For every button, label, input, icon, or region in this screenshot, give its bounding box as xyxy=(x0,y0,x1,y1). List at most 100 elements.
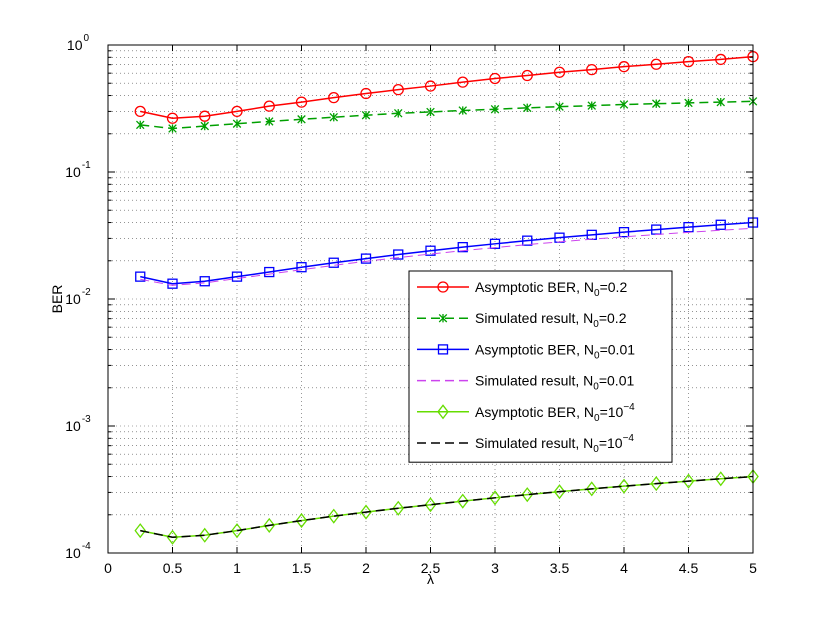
legend-entry: Asymptotic BER, N0=0.01 xyxy=(417,341,635,361)
legend: Asymptotic BER, N0=0.2 Simulated result, … xyxy=(408,270,673,463)
data-point xyxy=(327,508,340,524)
data-point xyxy=(457,242,468,253)
data-point xyxy=(198,527,211,543)
x-tick-label: 1 xyxy=(233,560,241,576)
data-point xyxy=(489,490,501,506)
data-point xyxy=(522,103,532,113)
data-point xyxy=(555,102,564,111)
legend-label: Asymptotic BER, N0=10−4 xyxy=(475,402,635,424)
data-point xyxy=(684,98,693,108)
series-line xyxy=(140,475,754,539)
x-tick-label: 3 xyxy=(491,560,499,576)
data-point xyxy=(490,104,500,114)
x-tick-label: 5 xyxy=(749,560,757,576)
x-tick-label: 4.5 xyxy=(679,560,699,576)
legend-label: Simulated result, N0=0.2 xyxy=(475,310,627,330)
data-point xyxy=(392,84,404,96)
data-point xyxy=(199,276,210,287)
x-tick-label: 3.5 xyxy=(550,560,570,576)
data-point xyxy=(619,100,629,109)
legend-entry: Asymptotic BER, N0=0.2 xyxy=(417,279,627,299)
data-point xyxy=(329,112,339,122)
legend-marker xyxy=(437,281,449,293)
data-point xyxy=(683,221,694,233)
x-tick-label: 2.5 xyxy=(421,560,441,576)
data-point xyxy=(424,497,437,513)
data-point xyxy=(618,478,630,494)
data-point xyxy=(166,529,179,545)
legend-marker xyxy=(437,344,449,355)
data-point xyxy=(296,262,307,273)
data-point xyxy=(585,481,598,497)
data-point xyxy=(134,105,146,118)
data-point xyxy=(714,471,727,487)
x-tick-label: 1.5 xyxy=(292,560,312,576)
data-point xyxy=(618,227,630,238)
x-tick-label: 4 xyxy=(620,560,628,576)
data-point xyxy=(425,245,436,256)
data-point xyxy=(393,109,403,118)
data-point xyxy=(263,517,276,533)
data-point xyxy=(232,119,242,128)
data-point xyxy=(521,69,533,82)
x-axis-label: λ xyxy=(427,571,434,587)
data-point xyxy=(458,106,468,115)
data-point xyxy=(426,107,435,117)
data-point xyxy=(586,63,598,76)
data-point xyxy=(553,484,566,500)
data-point xyxy=(360,504,372,520)
x-tick-label: 0.5 xyxy=(163,560,183,576)
data-point xyxy=(168,124,177,133)
legend-label: Simulated result, N0=10−4 xyxy=(475,433,634,455)
data-point xyxy=(231,523,243,539)
legend-marker xyxy=(438,313,448,323)
legend-entry: Simulated result, N0=0.2 xyxy=(417,310,627,330)
legend-label: Simulated result, N0=0.01 xyxy=(475,373,634,393)
legend-entry: Simulated result, N0=0.01 xyxy=(417,373,634,393)
legend-entry: Asymptotic BER, N0=10−4 xyxy=(417,402,635,424)
x-tick-label: 2 xyxy=(362,560,370,576)
data-point xyxy=(295,96,308,108)
series-layer xyxy=(134,50,759,545)
data-point xyxy=(715,53,727,66)
data-point xyxy=(264,266,275,278)
data-point xyxy=(200,121,210,131)
data-point xyxy=(360,253,372,264)
series-3 xyxy=(135,217,759,289)
data-point xyxy=(263,100,275,112)
data-point xyxy=(587,101,597,110)
series-line xyxy=(140,221,754,285)
data-point xyxy=(360,87,372,100)
data-point xyxy=(166,112,179,124)
y-axis-label: BER xyxy=(49,285,65,314)
data-point xyxy=(393,249,404,260)
data-point xyxy=(328,91,340,104)
data-point xyxy=(489,238,501,249)
data-point xyxy=(650,476,663,492)
data-point xyxy=(295,513,308,529)
data-point xyxy=(134,523,147,539)
series-line xyxy=(140,100,754,130)
data-point xyxy=(361,110,371,120)
data-point xyxy=(715,219,726,230)
data-point xyxy=(521,487,534,503)
data-point xyxy=(135,120,145,130)
data-point xyxy=(716,97,726,107)
legend-box xyxy=(408,270,673,463)
data-point xyxy=(650,58,662,70)
data-point xyxy=(199,110,211,122)
series-6 xyxy=(140,475,754,539)
data-point xyxy=(264,117,274,126)
data-point xyxy=(618,61,630,73)
series-2 xyxy=(135,97,758,133)
series-1 xyxy=(134,50,759,124)
legend-label: Asymptotic BER, N0=0.2 xyxy=(475,279,627,299)
data-point xyxy=(489,72,501,85)
data-point xyxy=(424,80,437,92)
data-point xyxy=(682,55,695,68)
data-point xyxy=(392,500,405,516)
legend-label: Asymptotic BER, N0=0.01 xyxy=(475,341,635,361)
data-point xyxy=(456,493,469,509)
